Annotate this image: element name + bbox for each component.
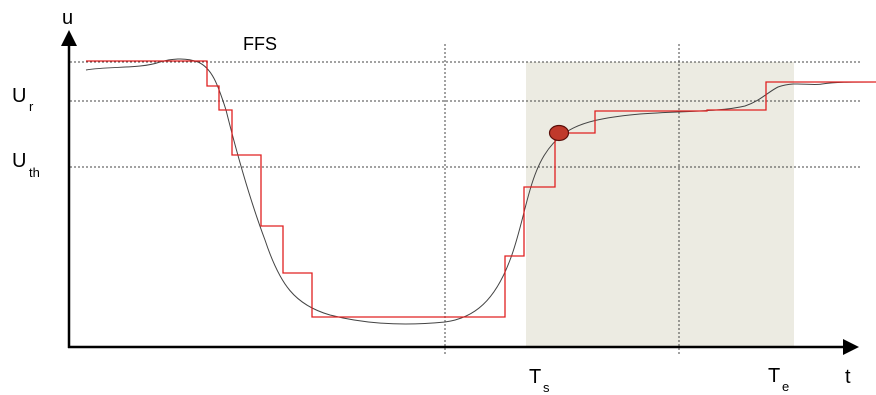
x-axis-label: t [845,366,851,388]
t-s-label: T [529,366,541,388]
u-r-label: U [12,85,26,107]
threshold-crossing-marker [548,124,570,142]
u-th-label: U [12,150,26,172]
u-r-subscript: r [29,99,34,114]
step-signal-curve [86,60,876,318]
t-e-subscript: e [782,379,789,394]
u-th-subscript: th [29,165,40,180]
t-s-subscript: s [543,380,550,395]
smooth-signal-curve [85,58,876,325]
x-axis-arrow [843,339,859,355]
shaded-window-region [526,62,794,348]
ffs-label: FFS [243,34,277,54]
t-e-label: T [768,365,780,387]
y-axis-arrow [61,30,77,46]
y-axis-label: u [62,7,73,29]
